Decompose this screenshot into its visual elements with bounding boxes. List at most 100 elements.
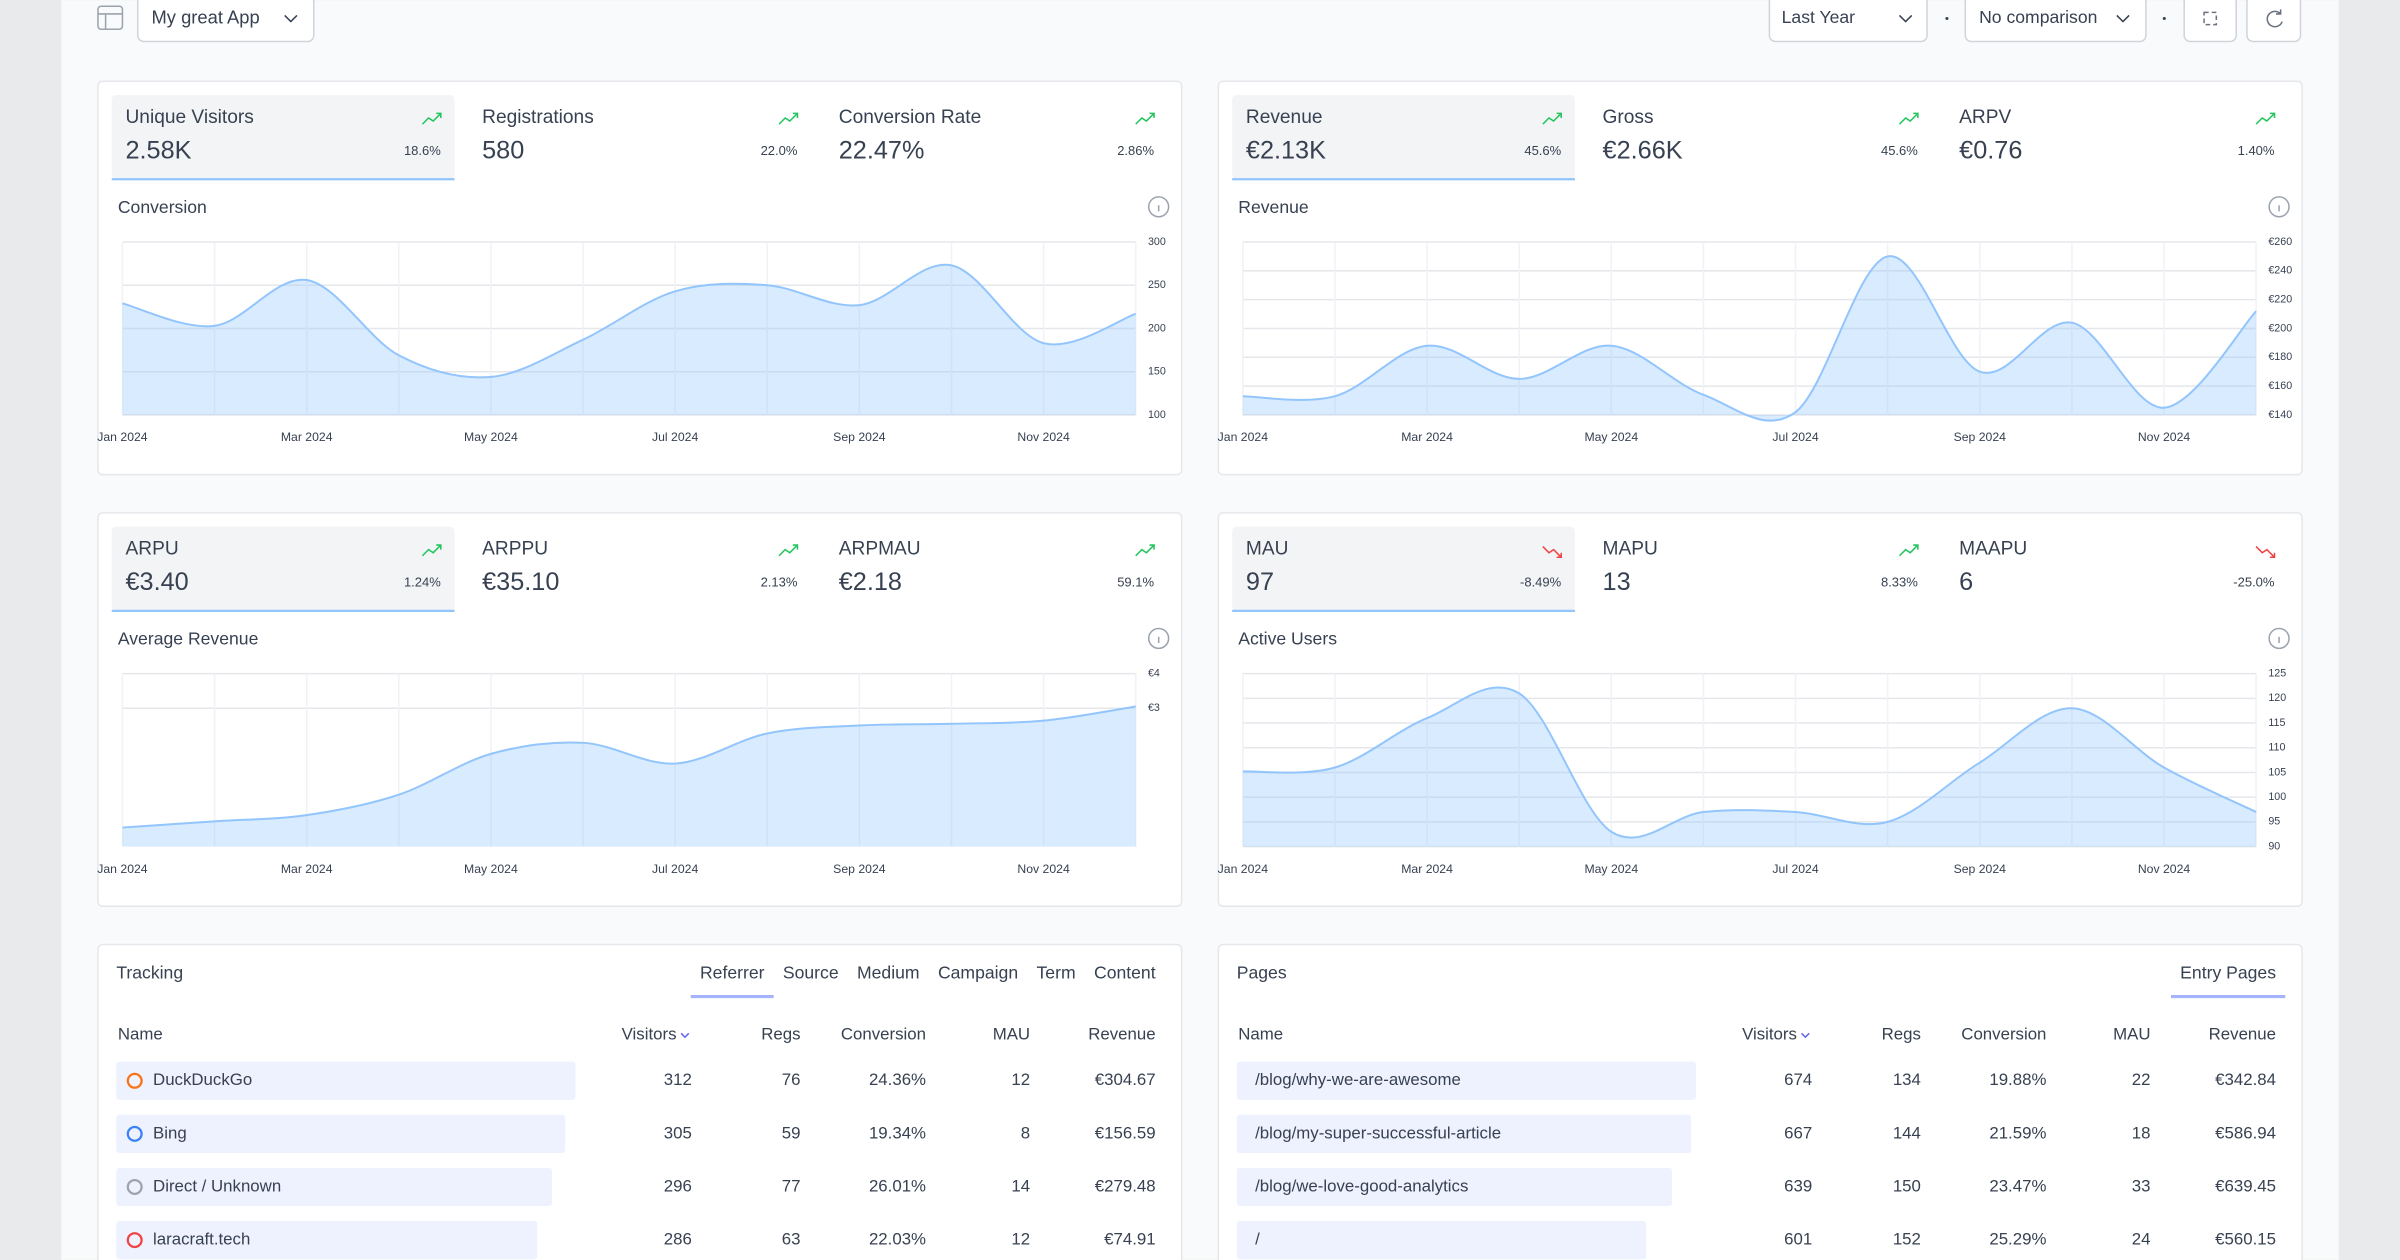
column-header[interactable]: Regs (761, 1024, 800, 1043)
column-header-sorted[interactable]: Visitors (622, 1024, 677, 1043)
trend-down-icon (2255, 546, 2276, 559)
layout-icon[interactable] (97, 5, 124, 31)
grid-button[interactable] (2183, 0, 2237, 43)
metric-tile-selected[interactable] (1232, 526, 1575, 611)
info-icon[interactable] (2268, 627, 2290, 650)
tab[interactable]: Referrer (700, 962, 765, 982)
source-icon (126, 1125, 143, 1142)
cell: 296 (664, 1176, 692, 1195)
separator-dot (1945, 16, 1949, 21)
metric-value: €2.66K (1603, 136, 1683, 164)
row-name[interactable]: Direct / Unknown (153, 1176, 281, 1195)
cell: €586.94 (2215, 1123, 2276, 1142)
row-name[interactable]: DuckDuckGo (153, 1070, 252, 1089)
column-header[interactable]: Revenue (2209, 1024, 2276, 1043)
cell: 19.88% (1989, 1070, 2046, 1089)
trend-up-icon (1898, 112, 1919, 125)
x-tick-label: Mar 2024 (1401, 862, 1453, 876)
separator-dot (2162, 16, 2166, 21)
y-tick-label: 250 (1148, 279, 1166, 291)
cell: €342.84 (2215, 1070, 2276, 1089)
cell: 63 (782, 1230, 801, 1249)
trend-up-icon (1542, 112, 1562, 125)
info-icon[interactable] (1147, 196, 1170, 218)
metric-value: 13 (1603, 568, 1631, 596)
info-icon[interactable] (1147, 627, 1170, 650)
metric-value: 580 (482, 136, 524, 164)
tab[interactable]: Campaign (938, 962, 1018, 982)
row-name[interactable]: /blog/my-super-successful-article (1255, 1123, 1501, 1142)
refresh-button[interactable] (2246, 0, 2302, 43)
cell: 77 (782, 1176, 801, 1195)
cell: €74.91 (1104, 1230, 1155, 1249)
visitors-bar (1236, 1061, 1696, 1100)
metric-label: Conversion Rate (839, 107, 981, 128)
cell: €560.15 (2215, 1230, 2276, 1249)
cell: 25.29% (1989, 1230, 2046, 1249)
metric-value: €35.10 (482, 568, 559, 596)
trend-up-icon (778, 112, 799, 125)
visitors-bar (1236, 1167, 1673, 1207)
y-tick-label: 100 (1148, 409, 1166, 421)
metric-change: 18.6% (404, 143, 441, 158)
metric-value: €2.18 (839, 568, 902, 596)
metric-label: ARPPU (482, 539, 548, 560)
y-tick-label: €200 (2268, 322, 2292, 334)
tab[interactable]: Content (1094, 962, 1156, 982)
table-title: Tracking (116, 962, 183, 982)
x-tick-label: Mar 2024 (281, 862, 333, 876)
table-panel (97, 943, 1183, 1260)
grid-icon (2203, 11, 2218, 26)
tab[interactable]: Term (1037, 962, 1076, 982)
chart-title: Active Users (1238, 629, 1337, 649)
x-tick-label: Mar 2024 (281, 430, 333, 444)
metric-change: 2.86% (1117, 143, 1154, 158)
metric-change: -8.49% (1520, 575, 1562, 590)
metric-label: Unique Visitors (126, 107, 254, 128)
app-select[interactable] (136, 0, 315, 43)
info-icon[interactable] (2268, 196, 2290, 218)
period-select-text: Last Year (1782, 7, 1856, 27)
metric-tile-selected[interactable] (1232, 95, 1575, 180)
cell: €279.48 (1095, 1176, 1156, 1195)
column-header[interactable]: Conversion (1961, 1024, 2046, 1043)
y-tick-label: 100 (2268, 791, 2286, 803)
column-header[interactable]: Revenue (1088, 1024, 1155, 1043)
metric-label: ARPV (1959, 107, 2011, 128)
visitors-bar (116, 1220, 538, 1260)
tab[interactable]: Entry Pages (2180, 962, 2276, 982)
column-header[interactable]: Conversion (841, 1024, 926, 1043)
row-name[interactable]: / (1255, 1230, 1260, 1249)
source-icon (126, 1232, 143, 1249)
x-tick-label: Jul 2024 (652, 430, 698, 444)
metric-tile-selected[interactable] (111, 95, 455, 180)
metric-value: 22.47% (839, 136, 925, 164)
column-header-sorted[interactable]: Visitors (1742, 1024, 1797, 1043)
visitors-bar (116, 1167, 552, 1207)
comparison-select[interactable] (1964, 0, 2147, 43)
period-select[interactable] (1768, 0, 1928, 43)
column-header[interactable]: MAU (993, 1024, 1030, 1043)
trend-up-icon (1898, 544, 1919, 557)
row-name[interactable]: Bing (153, 1123, 187, 1142)
cell: 14 (1011, 1176, 1030, 1195)
tab[interactable]: Medium (857, 962, 920, 982)
source-icon (126, 1178, 143, 1196)
row-name[interactable]: /blog/why-we-are-awesome (1255, 1070, 1461, 1089)
metric-label: Gross (1603, 107, 1654, 128)
column-header[interactable]: MAU (2113, 1024, 2150, 1043)
cell: 21.59% (1989, 1123, 2046, 1142)
y-tick-label: €3 (1148, 702, 1160, 714)
row-name[interactable]: /blog/we-love-good-analytics (1255, 1176, 1468, 1195)
column-header[interactable]: Regs (1882, 1024, 1921, 1043)
metric-label: ARPMAU (839, 539, 921, 560)
area-line (1242, 686, 2257, 839)
tab[interactable]: Source (783, 962, 839, 982)
metric-tile-selected[interactable] (111, 526, 455, 611)
row-name[interactable]: laracraft.tech (153, 1230, 250, 1249)
metric-label: Registrations (482, 107, 594, 128)
app-select-text: My great App (152, 6, 260, 27)
area-line (1242, 255, 2257, 422)
cell: €156.59 (1095, 1123, 1156, 1142)
metric-change: 45.6% (1524, 143, 1561, 158)
